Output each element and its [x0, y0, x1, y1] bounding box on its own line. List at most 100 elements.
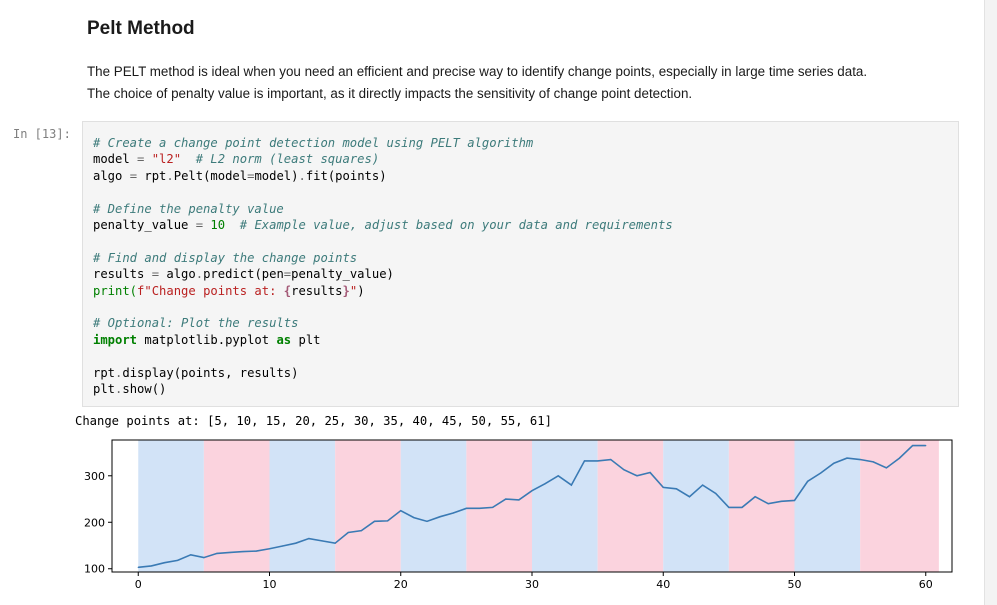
data-point: [518, 499, 520, 501]
data-point: [715, 492, 717, 495]
data-point: [925, 444, 927, 447]
code-token: penalty_value): [291, 267, 394, 282]
data-point: [177, 559, 179, 561]
code-token: show(): [122, 382, 167, 397]
data-point: [531, 490, 533, 492]
data-point: [570, 484, 572, 486]
data-point: [807, 480, 809, 482]
code-token: plt: [93, 382, 116, 397]
code-token: display(points, results): [122, 365, 299, 380]
x-tick-label: 20: [394, 578, 408, 591]
code-token: predict(pen: [203, 267, 284, 282]
y-tick-label: 100: [84, 563, 105, 576]
code-operator: .: [195, 267, 204, 282]
data-point: [203, 556, 205, 559]
code-operator: =: [137, 152, 145, 167]
x-tick-label: 40: [656, 578, 670, 591]
cell-prompt: In [13]:: [13, 127, 71, 141]
code-builtin: print(: [93, 283, 138, 298]
code-string: "l2": [144, 152, 182, 167]
data-point: [242, 550, 244, 553]
notebook-scrollbar[interactable]: [984, 0, 997, 605]
code-token: results: [291, 283, 343, 298]
data-point: [229, 551, 231, 554]
x-tick-label: 60: [919, 578, 933, 591]
data-point: [597, 460, 599, 462]
regime-band-3: [269, 440, 336, 572]
data-point: [505, 498, 507, 500]
code-operator: =: [247, 168, 255, 183]
code-cell[interactable]: # Create a change point detection model …: [82, 121, 959, 407]
x-tick-label: 30: [525, 578, 539, 591]
x-tick-label: 0: [135, 578, 142, 591]
code-token: ): [357, 283, 365, 298]
description-line-1: The PELT method is ideal when you need a…: [87, 64, 868, 79]
regime-band-11: [794, 440, 861, 572]
code-comment: # Find and display the change points: [93, 250, 358, 265]
code-token: results: [93, 267, 152, 282]
code-keyword: import: [93, 332, 138, 347]
data-point: [872, 461, 874, 463]
code-token: model): [254, 168, 299, 183]
data-point: [846, 457, 848, 459]
data-point: [150, 565, 152, 567]
cell-output-text: Change points at: [5, 10, 15, 20, 25, 30…: [75, 414, 552, 428]
code-token: matplotlib.pyplot: [137, 332, 277, 347]
regime-band-8: [597, 440, 664, 572]
data-point: [308, 537, 310, 540]
regime-band-6: [466, 440, 532, 572]
section-description: The PELT method is ideal when you need a…: [87, 61, 967, 105]
data-point: [439, 516, 441, 518]
regime-band-7: [532, 440, 598, 572]
data-point: [728, 506, 730, 508]
code-token: fit(points): [305, 168, 387, 183]
data-point: [465, 507, 467, 509]
data-point: [688, 496, 691, 498]
code-operator: =: [195, 218, 204, 233]
data-point: [623, 469, 625, 471]
code-editor[interactable]: # Create a change point detection model …: [93, 135, 673, 398]
data-point: [282, 545, 284, 547]
code-operator: =: [283, 267, 292, 282]
regime-band-5: [400, 440, 467, 572]
data-point: [793, 499, 796, 502]
data-point: [859, 458, 861, 461]
data-point: [702, 484, 704, 486]
data-point: [387, 520, 389, 522]
code-operator: .: [166, 168, 174, 183]
code-number: 10: [203, 218, 226, 233]
data-point: [413, 517, 415, 519]
section-title: Pelt Method: [87, 18, 195, 39]
code-operator: =: [151, 267, 160, 282]
code-comment: # Example value, adjust based on your da…: [225, 218, 673, 233]
data-point: [741, 506, 743, 508]
description-line-2: The choice of penalty value is important…: [87, 86, 693, 101]
data-point: [137, 566, 139, 568]
data-point: [190, 554, 192, 556]
code-interpolation: }: [342, 283, 350, 298]
data-point: [360, 530, 362, 532]
code-token: penalty_value: [93, 218, 196, 233]
code-interpolation: {: [283, 283, 292, 298]
y-tick-label: 300: [84, 470, 105, 483]
code-operator: .: [115, 365, 123, 380]
regime-band-4: [335, 440, 401, 572]
data-point: [583, 460, 586, 462]
regime-band-1: [138, 440, 204, 572]
code-operator: .: [298, 168, 306, 183]
code-string: f"Change points at:: [137, 283, 284, 298]
data-point: [675, 488, 677, 490]
data-point: [544, 483, 546, 485]
data-point: [347, 531, 349, 534]
data-point: [912, 444, 914, 447]
code-keyword: as: [276, 332, 292, 347]
y-tick-label: 200: [84, 516, 105, 529]
data-point: [636, 475, 638, 477]
regime-band-10: [728, 440, 795, 572]
data-point: [833, 462, 835, 464]
code-token: plt: [291, 332, 321, 347]
data-point: [820, 472, 822, 474]
regime-band-9: [663, 440, 729, 572]
data-point: [426, 520, 428, 522]
data-point: [767, 503, 769, 505]
